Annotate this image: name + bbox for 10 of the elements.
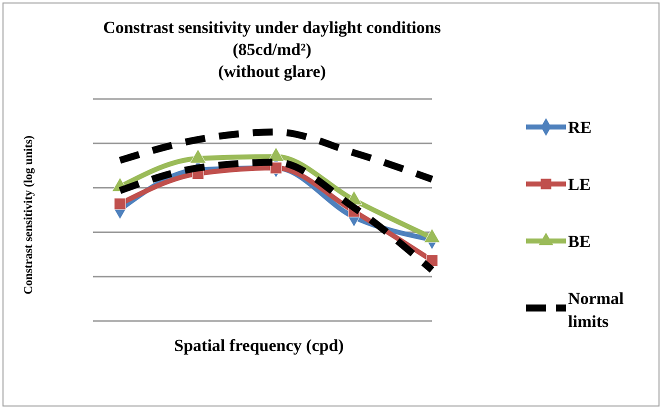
point: [114, 198, 126, 210]
x-axis-title: Spatial frequency (cpd): [174, 336, 344, 355]
point: [270, 162, 282, 174]
y-axis-title: Constrast sensitivity (log units): [21, 135, 35, 295]
chart-title: Constrast sensitivity under daylight conditions: [103, 18, 442, 37]
chart-subtitle: (85cd/md²) (without glare): [218, 40, 326, 81]
legend-label: LE: [568, 175, 591, 194]
legend-label: Normal limits: [568, 289, 624, 331]
legend-label: BE: [568, 232, 591, 251]
legend-label: RE: [568, 118, 592, 137]
